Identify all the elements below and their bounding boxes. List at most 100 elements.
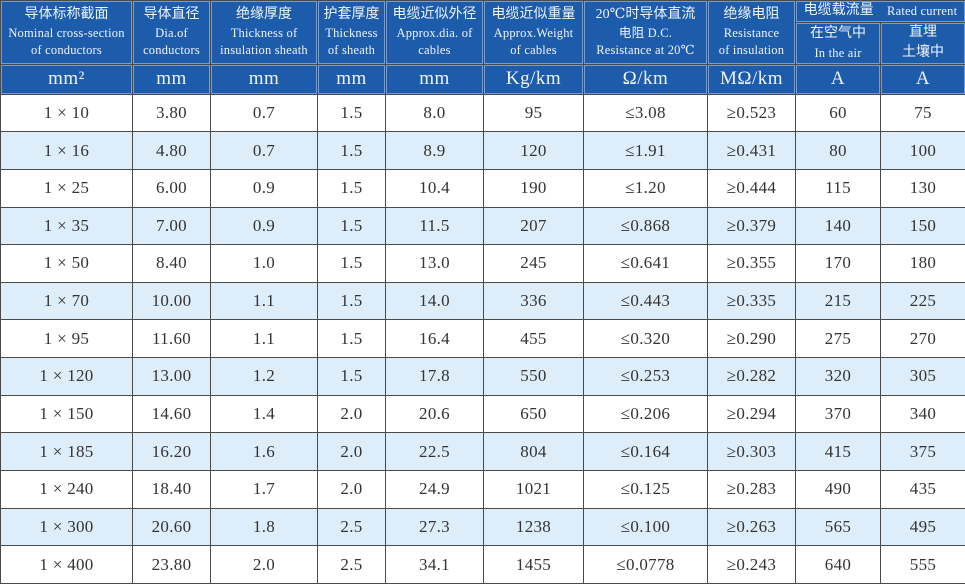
- table-cell: 22.5: [385, 432, 484, 471]
- table-cell: 0.9: [210, 206, 318, 246]
- table-cell: 2.5: [317, 545, 386, 584]
- table-cell: ≥0.303: [707, 432, 796, 471]
- table-cell: 1.5: [317, 206, 386, 246]
- table-cell: ≥0.263: [707, 507, 796, 547]
- table-cell: 336: [483, 281, 584, 321]
- col-header-dc-resistance: 20℃时导体直流 电阻 D.C. Resistance at 20℃: [583, 0, 708, 65]
- table-cell: ≤0.868: [583, 206, 708, 246]
- table-cell: 495: [880, 507, 965, 547]
- header-en: of conductors: [31, 43, 102, 58]
- table-cell: 1.7: [210, 470, 318, 509]
- table-cell: 7.00: [132, 206, 211, 246]
- table-cell: 20.60: [132, 507, 211, 547]
- table-cell: ≥0.379: [707, 206, 796, 246]
- table-cell: 14.60: [132, 394, 211, 434]
- table-row: 1 × 95 11.60 1.1 1.5 16.4 455 ≤0.320 ≥0.290 275 2…: [0, 319, 965, 359]
- table-cell: 190: [483, 168, 584, 208]
- header-zh: 导体标称截面: [24, 6, 109, 22]
- table-cell: 4.80: [132, 131, 211, 170]
- header-en: Thickness of: [230, 25, 298, 40]
- table-row: 1 × 25 6.00 0.9 1.5 10.4 190 ≤1.20 ≥0.444 115 130: [0, 168, 965, 208]
- table-cell: 60: [795, 93, 881, 133]
- col-header-buried-soil: 直埋 土壤中: [880, 22, 965, 65]
- header-zh: 电缆近似重量: [491, 6, 576, 22]
- table-cell: 23.80: [132, 545, 211, 584]
- table-cell: 650: [483, 394, 584, 434]
- table-cell: 207: [483, 206, 584, 246]
- header-row-main: 导体标称截面 Nominal cross-section of conducto…: [0, 0, 965, 65]
- table-cell: 1.5: [317, 131, 386, 170]
- table-cell: 1 × 10: [0, 93, 133, 133]
- table-row: 1 × 185 16.20 1.6 2.0 22.5 804 ≤0.164 ≥0.303 415…: [0, 432, 965, 471]
- table-cell: 170: [795, 244, 881, 283]
- table-cell: 1238: [483, 507, 584, 547]
- table-cell: 225: [880, 281, 965, 321]
- table-cell: ≤0.0778: [583, 545, 708, 584]
- table-cell: ≥0.243: [707, 545, 796, 584]
- table-cell: ≥0.294: [707, 394, 796, 434]
- table-cell: 1 × 35: [0, 206, 133, 246]
- col-header-conductor-diameter: 导体直径 Dia.of conductors: [132, 0, 211, 65]
- header-en: of sheath: [327, 43, 376, 58]
- table-cell: ≥0.283: [707, 470, 796, 509]
- table-cell: 0.7: [210, 93, 318, 133]
- table-cell: 27.3: [385, 507, 484, 547]
- table-cell: 1 × 95: [0, 319, 133, 359]
- table-cell: 640: [795, 545, 881, 584]
- table-cell: 1.5: [317, 281, 386, 321]
- unit-cell: A: [795, 63, 881, 95]
- table-cell: 455: [483, 319, 584, 359]
- table-cell: ≤1.91: [583, 131, 708, 170]
- table-cell: 1.8: [210, 507, 318, 547]
- table-cell: 275: [795, 319, 881, 359]
- table-cell: ≥0.335: [707, 281, 796, 321]
- table-cell: ≤0.206: [583, 394, 708, 434]
- table-cell: 13.00: [132, 357, 211, 396]
- table-cell: 10.00: [132, 281, 211, 321]
- header-zh: 绝缘厚度: [236, 6, 292, 22]
- unit-cell: mm: [317, 63, 386, 95]
- table-cell: 8.9: [385, 131, 484, 170]
- table-cell: 20.6: [385, 394, 484, 434]
- header-zh: 土壤中: [902, 45, 944, 61]
- table-cell: 24.9: [385, 470, 484, 509]
- header-zh: 在空气中: [810, 26, 866, 42]
- table-cell: 1 × 16: [0, 131, 133, 170]
- table-cell: 2.5: [317, 507, 386, 547]
- table-cell: 140: [795, 206, 881, 246]
- table-cell: ≥0.444: [707, 168, 796, 208]
- table-cell: ≥0.282: [707, 357, 796, 396]
- header-en: Dia.of: [155, 25, 188, 40]
- table-cell: 16.4: [385, 319, 484, 359]
- table-cell: ≤0.125: [583, 470, 708, 509]
- table-cell: 375: [880, 432, 965, 471]
- table-cell: 2.0: [317, 432, 386, 471]
- table-cell: 270: [880, 319, 965, 359]
- col-header-approx-weight: 电缆近似重量 Approx.Weight of cables: [483, 0, 584, 65]
- table-cell: 180: [880, 244, 965, 283]
- rated-current-zh: 电缆载流量: [803, 3, 874, 19]
- table-cell: 1.5: [317, 244, 386, 283]
- header-zh: 绝缘电阻: [723, 6, 780, 22]
- table-cell: 1.4: [210, 394, 318, 434]
- table-cell: 1 × 70: [0, 281, 133, 321]
- header-en: cables: [418, 43, 451, 58]
- table-cell: 80: [795, 131, 881, 170]
- header-en: Resistance at 20℃: [596, 43, 695, 58]
- units-row: mm² mm mm mm mm Kg/km Ω/km MΩ/km A A: [0, 63, 965, 95]
- table-cell: 245: [483, 244, 584, 283]
- unit-cell: A: [880, 63, 965, 95]
- table-row: 1 × 150 14.60 1.4 2.0 20.6 650 ≤0.206 ≥0.294 370…: [0, 394, 965, 434]
- rated-current-labels: 电缆载流量 Rated current: [797, 2, 964, 22]
- col-header-in-air: 在空气中 In the air: [795, 22, 881, 65]
- table-cell: 0.7: [210, 131, 318, 170]
- table-row: 1 × 50 8.40 1.0 1.5 13.0 245 ≤0.641 ≥0.355 170 18…: [0, 244, 965, 283]
- table-cell: 1.1: [210, 281, 318, 321]
- table-cell: ≥0.355: [707, 244, 796, 283]
- table-cell: 1 × 50: [0, 244, 133, 283]
- table-cell: ≤0.443: [583, 281, 708, 321]
- table-cell: ≥0.290: [707, 319, 796, 359]
- table-cell: 1.5: [317, 93, 386, 133]
- table-cell: 8.0: [385, 93, 484, 133]
